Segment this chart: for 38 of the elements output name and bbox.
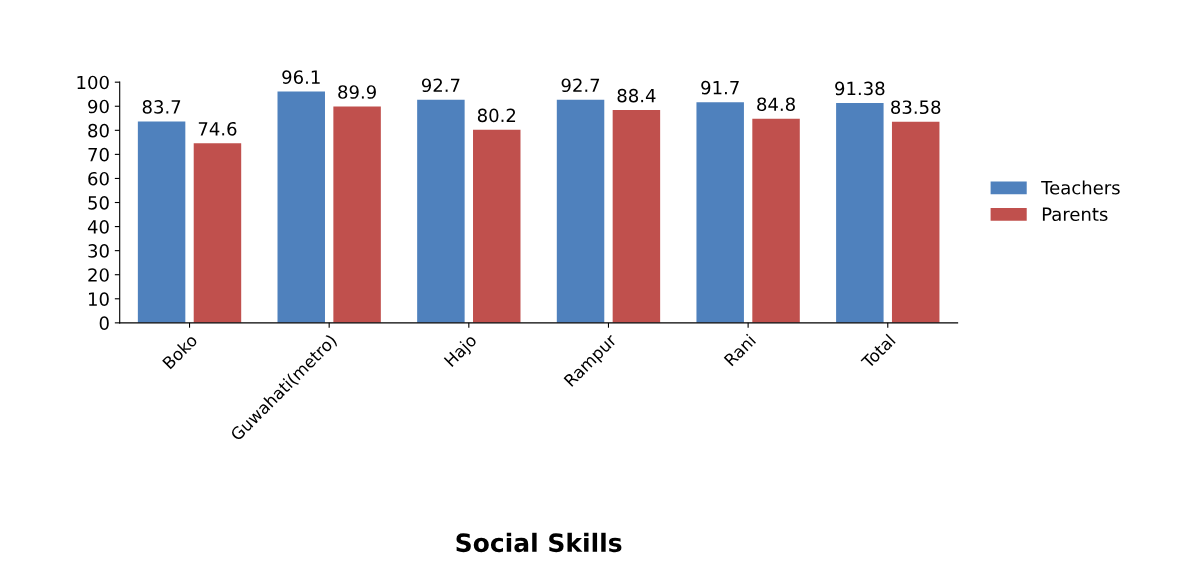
y-tick-label: 50 bbox=[88, 195, 109, 210]
data-label: 74.6 bbox=[198, 121, 237, 136]
data-label: 83.58 bbox=[891, 100, 941, 115]
data-label: 84.8 bbox=[757, 97, 795, 112]
legend-label: Teachers bbox=[1041, 180, 1120, 195]
data-label: 92.7 bbox=[421, 78, 460, 93]
y-tick-label: 80 bbox=[88, 123, 109, 138]
y-tick-label: 90 bbox=[88, 99, 109, 114]
data-label: 89.9 bbox=[338, 85, 376, 99]
data-label: 83.7 bbox=[142, 100, 181, 114]
bar bbox=[752, 118, 800, 323]
data-label: 91.38 bbox=[835, 81, 885, 96]
bar bbox=[556, 99, 605, 323]
y-tick-label: 60 bbox=[88, 171, 109, 186]
data-label: 88.4 bbox=[617, 88, 656, 103]
y-tick-label: 10 bbox=[88, 292, 109, 306]
y-tick-label: 30 bbox=[88, 244, 109, 258]
y-tick-label: 70 bbox=[88, 147, 109, 162]
bar bbox=[333, 106, 381, 323]
legend-label: Parents bbox=[1042, 207, 1108, 222]
data-label: 80.2 bbox=[477, 108, 516, 123]
bar bbox=[137, 121, 186, 323]
y-tick-label: 20 bbox=[88, 268, 109, 282]
data-label: 96.1 bbox=[282, 70, 320, 84]
text: Social Skills bbox=[456, 532, 622, 553]
data-label: 91.7 bbox=[701, 80, 739, 95]
bar bbox=[417, 99, 465, 323]
y-tick-label: 100 bbox=[77, 75, 109, 90]
data-label: 92.7 bbox=[561, 78, 600, 93]
bar bbox=[891, 121, 940, 323]
bar bbox=[193, 143, 242, 323]
bar bbox=[696, 102, 744, 323]
bar bbox=[473, 129, 521, 323]
bar bbox=[277, 91, 325, 323]
bar bbox=[836, 102, 884, 323]
y-tick-label: 0 bbox=[99, 316, 109, 330]
y-tick-label: 40 bbox=[87, 220, 109, 234]
bar bbox=[612, 110, 661, 323]
